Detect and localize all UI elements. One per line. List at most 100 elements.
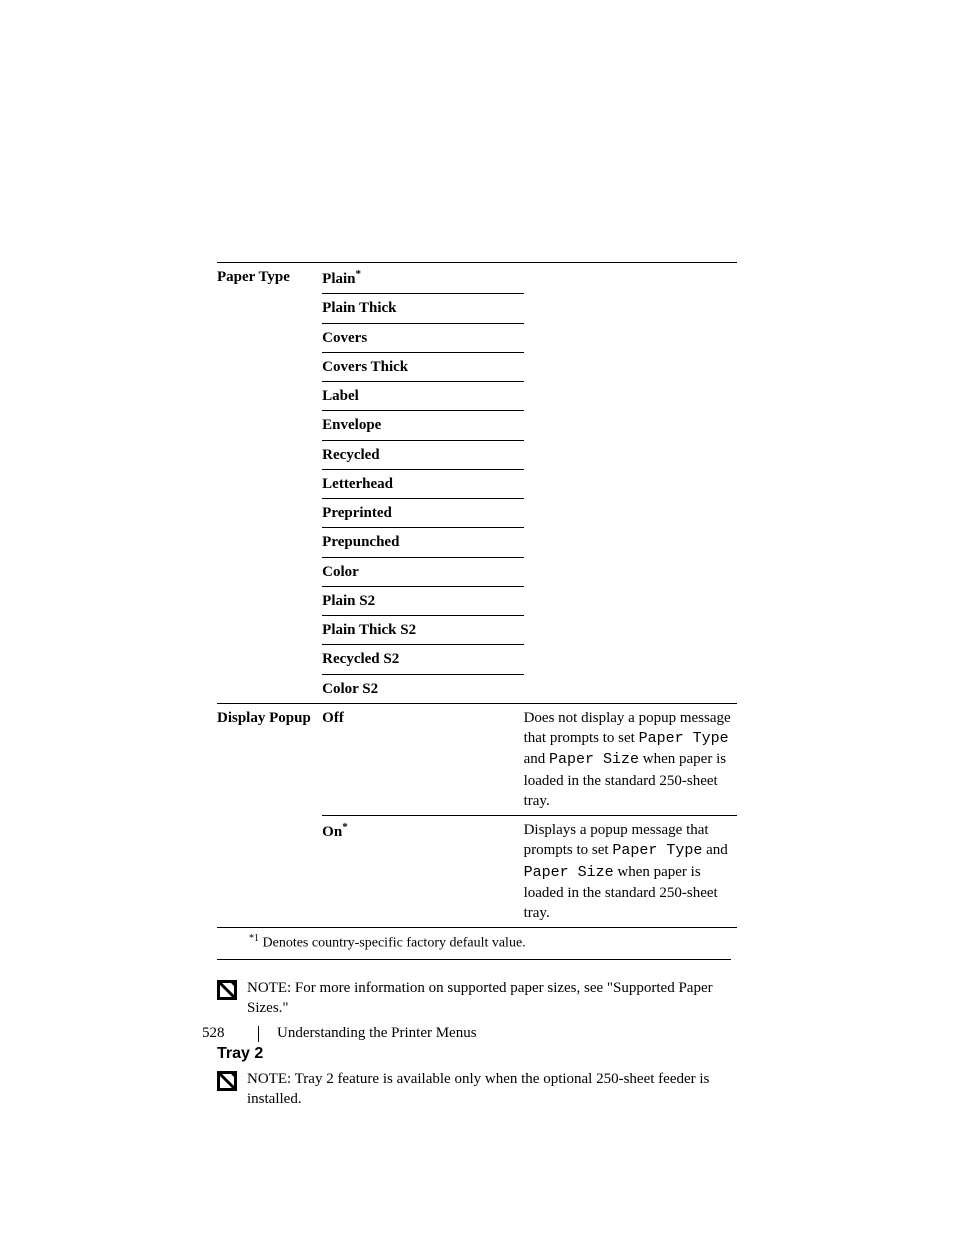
note-label: NOTE:: [247, 980, 291, 996]
table-row: Recycled: [217, 440, 737, 469]
desc-mono: Paper Type: [639, 730, 729, 747]
table-row: Plain Thick: [217, 294, 737, 323]
paper-type-color-s2: Color S2: [322, 674, 523, 703]
empty-cell: [217, 469, 322, 498]
table-row: Plain S2: [217, 586, 737, 615]
empty-cell: [524, 352, 737, 381]
note-body: For more information on supported paper …: [247, 980, 713, 1016]
empty-cell: [217, 586, 322, 615]
empty-cell: [524, 586, 737, 615]
empty-cell: [217, 674, 322, 703]
empty-cell: [217, 382, 322, 411]
paper-type-recycled: Recycled: [322, 440, 523, 469]
footnote: *1 Denotes country-specific factory defa…: [217, 932, 731, 953]
paper-type-preprinted: Preprinted: [322, 499, 523, 528]
note-icon: [217, 980, 237, 1000]
paper-type-label-value: Label: [322, 382, 523, 411]
paper-type-envelope: Envelope: [322, 411, 523, 440]
empty-cell: [217, 645, 322, 674]
chapter-title: Understanding the Printer Menus: [277, 1025, 477, 1042]
table-row: Envelope: [217, 411, 737, 440]
empty-cell: [524, 411, 737, 440]
table-row: Recycled S2: [217, 645, 737, 674]
table-row: Letterhead: [217, 469, 737, 498]
desc-text: and: [524, 751, 549, 767]
display-popup-label: Display Popup: [217, 703, 322, 815]
desc-mono: Paper Size: [549, 751, 639, 768]
value-text: Plain: [322, 271, 355, 287]
empty-cell: [524, 323, 737, 352]
empty-cell: [217, 323, 322, 352]
desc-mono: Paper Type: [612, 842, 702, 859]
empty-cell: [217, 440, 322, 469]
empty-cell: [524, 645, 737, 674]
table-end-rule: [217, 959, 731, 960]
empty-cell: [217, 411, 322, 440]
paper-type-plain: Plain*: [322, 263, 523, 294]
empty-cell: [217, 816, 322, 928]
table-row: Covers: [217, 323, 737, 352]
empty-cell: [524, 263, 737, 294]
desc-mono: Paper Size: [524, 864, 614, 881]
empty-cell: [524, 469, 737, 498]
note-block: NOTE: Tray 2 feature is available only w…: [217, 1069, 737, 1110]
table-row: Covers Thick: [217, 352, 737, 381]
note-text: NOTE: Tray 2 feature is available only w…: [247, 1069, 737, 1110]
display-popup-on-desc: Displays a popup message that prompts to…: [524, 816, 737, 928]
note-text: NOTE: For more information on supported …: [247, 978, 737, 1019]
paper-type-color: Color: [322, 557, 523, 586]
paper-type-label: Paper Type: [217, 263, 322, 294]
paper-type-plain-s2: Plain S2: [322, 586, 523, 615]
empty-cell: [524, 616, 737, 645]
empty-cell: [524, 557, 737, 586]
content-area: Paper Type Plain* Plain Thick Covers Cov…: [217, 262, 737, 1109]
paper-type-covers-thick: Covers Thick: [322, 352, 523, 381]
footnote-cell: *1 Denotes country-specific factory defa…: [217, 928, 737, 964]
table-row: Plain Thick S2: [217, 616, 737, 645]
empty-cell: [524, 528, 737, 557]
empty-cell: [217, 616, 322, 645]
note-body: Tray 2 feature is available only when th…: [247, 1071, 709, 1107]
page-number: 528: [202, 1025, 250, 1042]
table-row: On* Displays a popup message that prompt…: [217, 816, 737, 928]
display-popup-off-desc: Does not display a popup message that pr…: [524, 703, 737, 815]
paper-type-covers: Covers: [322, 323, 523, 352]
paper-type-plain-thick: Plain Thick: [322, 294, 523, 323]
footnote-text: Denotes country-specific factory default…: [259, 936, 526, 951]
table-row: Prepunched: [217, 528, 737, 557]
empty-cell: [524, 499, 737, 528]
note-icon: [217, 1071, 237, 1091]
desc-text: and: [702, 842, 727, 858]
empty-cell: [524, 294, 737, 323]
table-row: Display Popup Off Does not display a pop…: [217, 703, 737, 815]
table-row: Color S2: [217, 674, 737, 703]
paper-type-letterhead: Letterhead: [322, 469, 523, 498]
empty-cell: [217, 557, 322, 586]
table-row: Preprinted: [217, 499, 737, 528]
note-label: NOTE:: [247, 1071, 291, 1087]
paper-type-recycled-s2: Recycled S2: [322, 645, 523, 674]
settings-table: Paper Type Plain* Plain Thick Covers Cov…: [217, 262, 737, 964]
display-popup-off: Off: [322, 703, 523, 815]
empty-cell: [524, 382, 737, 411]
footnote-row: *1 Denotes country-specific factory defa…: [217, 928, 737, 964]
paper-type-plain-thick-s2: Plain Thick S2: [322, 616, 523, 645]
default-asterisk: *: [342, 821, 348, 833]
note-block: NOTE: For more information on supported …: [217, 978, 737, 1019]
empty-cell: [524, 674, 737, 703]
empty-cell: [217, 294, 322, 323]
page-footer: 528 Understanding the Printer Menus: [202, 1025, 737, 1042]
table-row: Label: [217, 382, 737, 411]
empty-cell: [217, 528, 322, 557]
display-popup-on: On*: [322, 816, 523, 928]
value-text: On: [322, 824, 342, 840]
tray2-heading: Tray 2: [217, 1045, 737, 1063]
default-asterisk: *: [356, 268, 362, 280]
empty-cell: [524, 440, 737, 469]
footer-separator: [258, 1026, 259, 1042]
empty-cell: [217, 499, 322, 528]
empty-cell: [217, 352, 322, 381]
page: Paper Type Plain* Plain Thick Covers Cov…: [0, 0, 954, 1235]
table-row: Color: [217, 557, 737, 586]
table-row: Paper Type Plain*: [217, 263, 737, 294]
